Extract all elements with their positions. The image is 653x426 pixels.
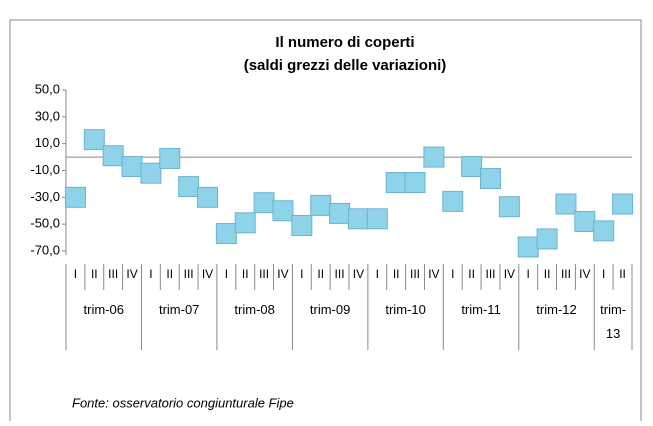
- marker: [121, 155, 143, 177]
- group-label-box: trim-12: [536, 302, 577, 317]
- marker: [612, 193, 634, 215]
- group-label: trim-08: [234, 302, 275, 317]
- x-tick-label: IV: [202, 267, 213, 281]
- chart-title: Il numero di coperti: [275, 34, 414, 51]
- marker: [253, 192, 275, 214]
- x-tick-label: I: [149, 267, 152, 281]
- y-tick-label: 50,0: [35, 81, 60, 96]
- y-tick-label: -10,0: [30, 162, 60, 177]
- chart-border: [9, 19, 642, 421]
- x-tick-label: I: [225, 267, 228, 281]
- x-tick-label: II: [91, 267, 98, 281]
- x-tick-label: I: [451, 267, 454, 281]
- x-tick-label: II: [544, 267, 551, 281]
- marker: [536, 228, 558, 250]
- marker: [178, 176, 200, 198]
- x-tick-label: IV: [126, 267, 137, 281]
- marker: [498, 196, 520, 218]
- y-tick-label: -70,0: [30, 242, 60, 257]
- x-tick-label: II: [317, 267, 324, 281]
- x-tick-label: I: [527, 267, 530, 281]
- group-label-box: trim-07: [158, 302, 200, 317]
- group-label-box: trim-13: [600, 302, 627, 341]
- marker: [574, 210, 596, 232]
- marker: [215, 223, 237, 245]
- x-tick-label: III: [184, 267, 194, 281]
- group-label: trim-10: [385, 302, 426, 317]
- marker: [423, 146, 445, 168]
- marker: [102, 145, 124, 167]
- x-tick-label: IV: [428, 267, 439, 281]
- x-tick-label: III: [410, 267, 420, 281]
- y-tick-label: 10,0: [35, 135, 60, 150]
- marker: [366, 208, 388, 230]
- group-label-box: trim-10: [385, 302, 426, 317]
- chart-subtitle: (saldi grezzi delle variazioni): [244, 57, 447, 74]
- x-tick-label: I: [376, 267, 379, 281]
- marker: [83, 129, 105, 151]
- marker: [272, 200, 294, 222]
- x-tick-label: III: [335, 267, 345, 281]
- y-tick-label: -50,0: [30, 216, 60, 231]
- x-tick-label: III: [259, 267, 269, 281]
- marker: [291, 215, 313, 237]
- x-tick-label: I: [74, 267, 77, 281]
- y-tick-label: 30,0: [35, 108, 60, 123]
- x-tick-label: II: [468, 267, 475, 281]
- x-tick-label: IV: [579, 267, 590, 281]
- x-tick-label: III: [561, 267, 571, 281]
- group-label: trim-06: [83, 302, 124, 317]
- marker: [555, 193, 577, 215]
- group-label: trim-09: [309, 302, 351, 317]
- y-tick-label: -30,0: [30, 189, 60, 204]
- x-tick-label: I: [300, 267, 303, 281]
- marker: [140, 162, 162, 184]
- marker: [347, 208, 369, 230]
- marker: [385, 172, 407, 194]
- marker: [461, 155, 483, 177]
- marker: [310, 194, 332, 216]
- marker: [197, 186, 218, 208]
- x-tick-label: IV: [504, 267, 515, 281]
- marker: [64, 186, 86, 208]
- group-label: trim-13: [600, 302, 627, 341]
- group-label: trim-07: [158, 302, 200, 317]
- x-tick-label: II: [393, 267, 400, 281]
- x-tick-label: II: [166, 267, 173, 281]
- marker: [404, 172, 426, 194]
- x-tick-label: II: [619, 267, 626, 281]
- marker: [329, 202, 351, 224]
- marker: [234, 212, 256, 234]
- source-note: Fonte: osservatorio congiunturale Fipe: [72, 395, 294, 410]
- x-tick-label: IV: [277, 267, 288, 281]
- x-tick-label: II: [242, 267, 249, 281]
- marker: [442, 190, 464, 212]
- group-label: trim-11: [461, 302, 501, 317]
- group-label: trim-12: [536, 302, 577, 317]
- marker: [159, 147, 181, 169]
- group-label-box: trim-09: [309, 302, 351, 317]
- group-label-box: trim-06: [83, 302, 124, 317]
- x-tick-label: III: [485, 267, 495, 281]
- x-tick-label: I: [602, 267, 605, 281]
- x-tick-label: III: [108, 267, 118, 281]
- marker: [517, 236, 539, 258]
- marker: [480, 168, 501, 190]
- marker: [593, 220, 615, 242]
- x-tick-label: IV: [353, 267, 364, 281]
- group-label-box: trim-11: [461, 302, 501, 317]
- group-label-box: trim-08: [234, 302, 275, 317]
